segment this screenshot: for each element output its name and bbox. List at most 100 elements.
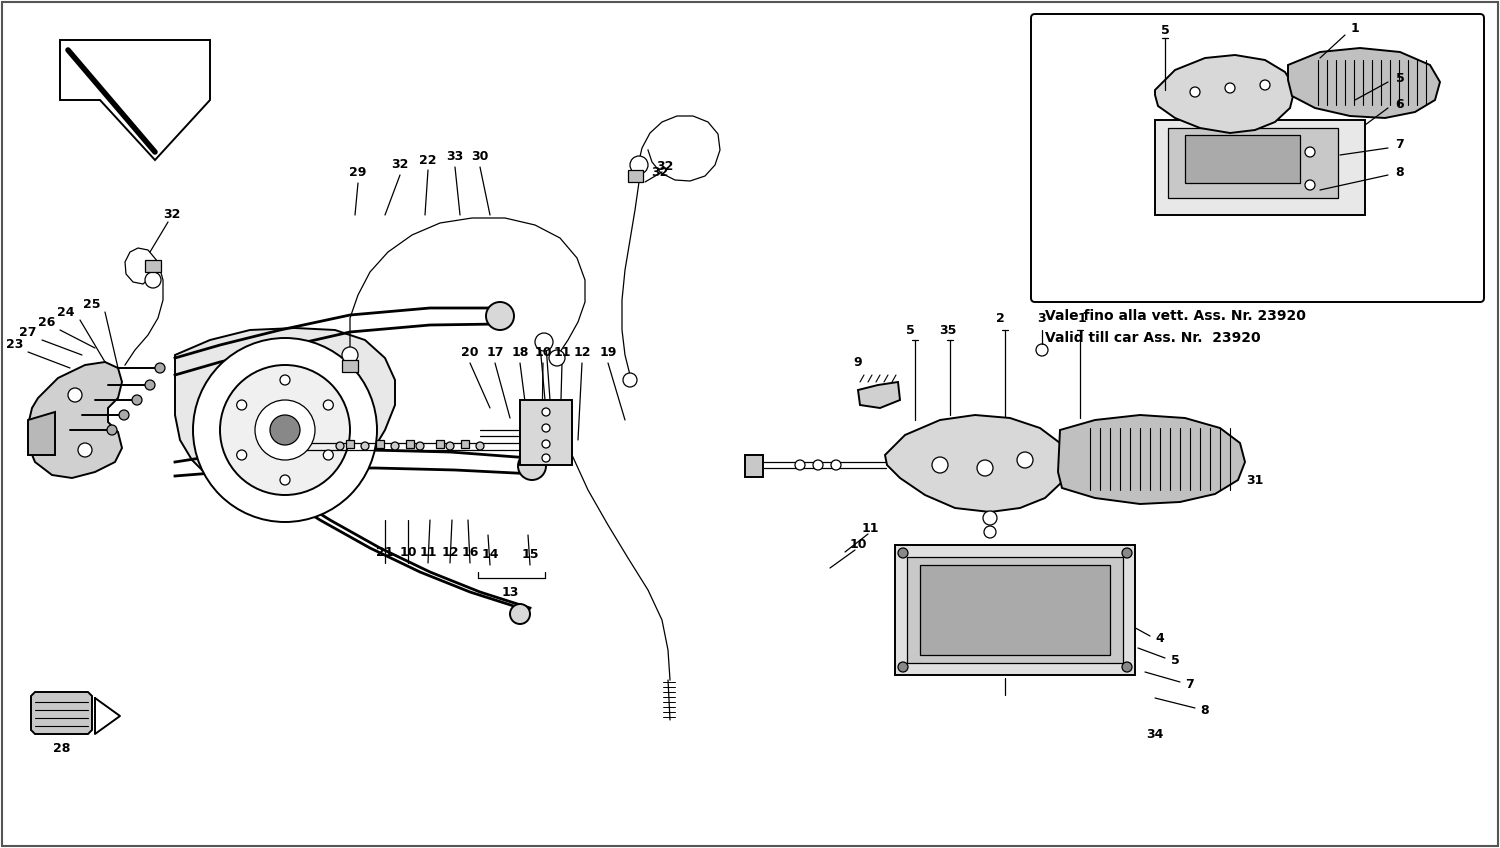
Circle shape <box>1305 147 1316 157</box>
Text: 28: 28 <box>54 741 70 755</box>
Polygon shape <box>1155 55 1294 133</box>
Polygon shape <box>885 415 1068 512</box>
Circle shape <box>362 442 369 450</box>
Circle shape <box>476 442 484 450</box>
Circle shape <box>194 338 376 522</box>
Text: 17: 17 <box>486 347 504 360</box>
Bar <box>436 440 444 448</box>
Circle shape <box>486 302 514 330</box>
Circle shape <box>795 460 806 470</box>
Circle shape <box>549 350 566 366</box>
Text: 24: 24 <box>57 305 75 319</box>
Circle shape <box>146 380 154 390</box>
Circle shape <box>542 424 550 432</box>
Text: 15: 15 <box>522 549 538 561</box>
Text: 4: 4 <box>1155 632 1164 644</box>
Circle shape <box>106 425 117 435</box>
Circle shape <box>536 333 554 351</box>
Bar <box>1155 120 1365 215</box>
Text: 1: 1 <box>1077 311 1086 325</box>
Circle shape <box>154 363 165 373</box>
Circle shape <box>831 460 842 470</box>
Circle shape <box>976 460 993 476</box>
Text: 32: 32 <box>651 165 669 178</box>
Circle shape <box>622 373 638 387</box>
Circle shape <box>280 475 290 485</box>
Circle shape <box>1190 87 1200 97</box>
Text: 3: 3 <box>1038 311 1047 325</box>
Circle shape <box>813 460 824 470</box>
Polygon shape <box>1058 415 1245 504</box>
Circle shape <box>324 400 333 410</box>
Text: 11: 11 <box>554 347 570 360</box>
Circle shape <box>78 443 92 457</box>
Bar <box>1168 128 1338 198</box>
Text: 14: 14 <box>482 549 498 561</box>
Text: 26: 26 <box>38 315 56 328</box>
Circle shape <box>982 511 998 525</box>
Circle shape <box>446 442 454 450</box>
Text: 27: 27 <box>20 326 38 338</box>
Circle shape <box>898 662 908 672</box>
Circle shape <box>255 400 315 460</box>
Circle shape <box>132 395 142 405</box>
Circle shape <box>984 526 996 538</box>
Circle shape <box>416 442 424 450</box>
Polygon shape <box>28 412 56 455</box>
Text: 10: 10 <box>534 347 552 360</box>
Bar <box>376 440 384 448</box>
Text: 30: 30 <box>471 150 489 164</box>
Circle shape <box>1036 344 1048 356</box>
Circle shape <box>542 454 550 462</box>
Bar <box>346 440 354 448</box>
Circle shape <box>146 272 160 288</box>
Text: 2: 2 <box>996 311 1005 325</box>
Polygon shape <box>176 328 394 498</box>
Text: 8: 8 <box>1395 165 1404 178</box>
Text: 1: 1 <box>1350 21 1359 35</box>
Bar <box>908 557 1124 663</box>
Bar <box>746 455 764 477</box>
Polygon shape <box>28 362 122 478</box>
Text: 18: 18 <box>512 347 528 360</box>
Circle shape <box>336 442 344 450</box>
Polygon shape <box>896 545 1136 675</box>
Text: 9: 9 <box>853 355 862 369</box>
Text: 33: 33 <box>447 150 464 164</box>
Bar <box>146 260 160 272</box>
Text: 8: 8 <box>1200 704 1209 717</box>
Text: 12: 12 <box>573 347 591 360</box>
Bar <box>1185 135 1300 183</box>
Text: 12: 12 <box>441 546 459 560</box>
Circle shape <box>518 452 546 480</box>
Circle shape <box>1260 80 1270 90</box>
Text: 32: 32 <box>392 159 408 171</box>
Bar <box>920 565 1110 655</box>
Text: 5: 5 <box>1170 654 1179 667</box>
Text: 20: 20 <box>462 347 478 360</box>
Circle shape <box>342 347 358 363</box>
Circle shape <box>280 375 290 385</box>
Circle shape <box>542 440 550 448</box>
Circle shape <box>324 450 333 460</box>
Text: 29: 29 <box>350 166 366 180</box>
Text: 11: 11 <box>419 546 436 560</box>
Text: 5: 5 <box>1395 71 1404 85</box>
Circle shape <box>898 548 908 558</box>
Circle shape <box>237 450 246 460</box>
Circle shape <box>542 408 550 416</box>
Text: 7: 7 <box>1395 138 1404 152</box>
Circle shape <box>220 365 350 495</box>
Text: 21: 21 <box>376 546 393 560</box>
Text: 10: 10 <box>849 538 867 551</box>
Text: Valid till car Ass. Nr.  23920: Valid till car Ass. Nr. 23920 <box>1046 331 1260 345</box>
Text: 34: 34 <box>1146 728 1164 741</box>
Text: Vale fino alla vett. Ass. Nr. 23920: Vale fino alla vett. Ass. Nr. 23920 <box>1046 309 1306 323</box>
Text: 32: 32 <box>657 159 674 172</box>
Text: 31: 31 <box>1246 473 1263 487</box>
FancyBboxPatch shape <box>1030 14 1484 302</box>
Circle shape <box>1305 180 1316 190</box>
Text: 35: 35 <box>939 323 957 337</box>
Circle shape <box>932 457 948 473</box>
Circle shape <box>630 156 648 174</box>
